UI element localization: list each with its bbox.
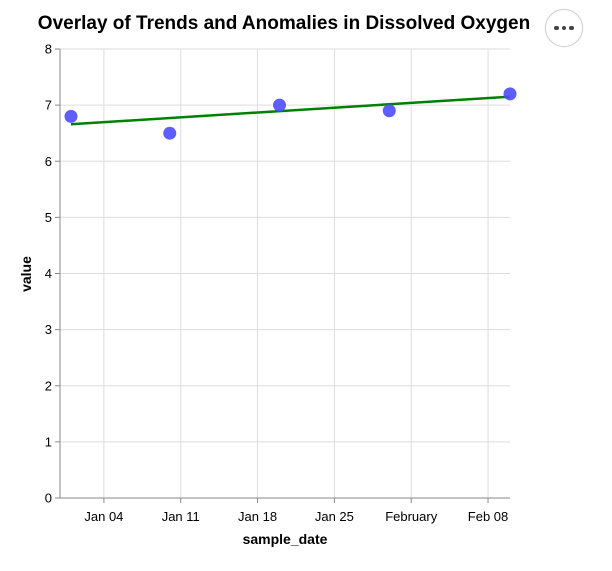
x-tick-label: Jan 18 <box>238 509 277 524</box>
x-tick-label: Jan 25 <box>315 509 354 524</box>
more-horizontal-icon <box>554 25 574 31</box>
y-tick-label: 3 <box>45 322 52 337</box>
y-tick-label: 2 <box>45 378 52 393</box>
axis-layer: 0 1 2 3 4 5 6 7 8 Jan 04 Jan 11 Jan 18 Jan 25 Februar… <box>45 42 510 524</box>
y-tick-label: 1 <box>45 434 52 449</box>
chart-title: Overlay of Trends and Anomalies in Disso… <box>38 13 530 34</box>
data-point <box>163 126 177 140</box>
chart-actions-menu-button[interactable] <box>545 9 583 47</box>
x-tick-label: Jan 11 <box>162 509 200 524</box>
y-tick-label: 4 <box>45 266 52 281</box>
data-point <box>503 87 517 101</box>
x-tick-label: Feb 08 <box>468 509 508 524</box>
y-axis-title: value <box>18 256 34 292</box>
y-tick-label: 6 <box>45 154 52 169</box>
x-tick-label: February <box>385 509 438 524</box>
grid-layer <box>60 48 510 499</box>
trend-line <box>70 95 511 126</box>
trend-layer <box>70 95 511 126</box>
data-point <box>273 98 287 112</box>
y-tick-label: 0 <box>45 491 52 506</box>
points-layer <box>64 87 517 140</box>
y-tick-label: 7 <box>45 98 52 113</box>
x-tick-label: Jan 04 <box>84 509 123 524</box>
y-tick-label: 5 <box>45 210 52 225</box>
y-tick-label: 8 <box>45 42 52 57</box>
x-axis-title: sample_date <box>243 531 328 547</box>
data-point <box>64 109 78 123</box>
data-point <box>382 104 396 118</box>
